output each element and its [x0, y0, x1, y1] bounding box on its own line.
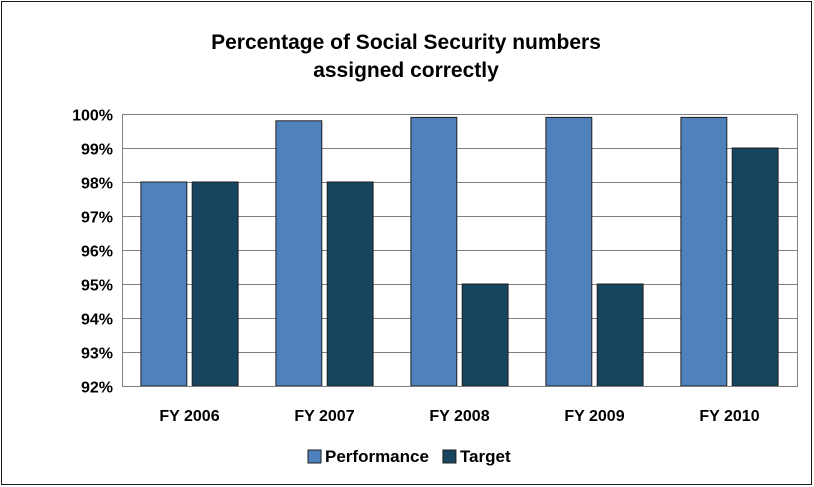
y-tick-label: 94% — [81, 312, 113, 329]
x-tick-label: FY 2006 — [159, 408, 219, 425]
bar-performance — [545, 116, 593, 387]
chart-title: Percentage of Social Security numbers as… — [211, 31, 601, 82]
x-tick-label: FY 2010 — [699, 408, 759, 425]
y-tick-label: 99% — [81, 142, 113, 159]
legend-label-performance: Performance — [325, 447, 429, 466]
y-tick-label: 95% — [81, 278, 113, 295]
bar-performance — [140, 181, 188, 387]
bar-target — [596, 283, 644, 387]
legend-swatch-target — [442, 449, 457, 464]
x-axis-ticks: FY 2006 FY 2007 FY 2008 FY 2009 FY 2010 — [159, 408, 759, 425]
bars — [140, 116, 779, 387]
bar-target — [731, 147, 779, 387]
y-axis-ticks: 92% 93% 94% 95% 96% 97% 98% 99% 100% — [72, 108, 113, 397]
bar-performance — [680, 116, 728, 387]
chart-title-line-2: assigned correctly — [313, 59, 499, 82]
bar-performance — [410, 116, 458, 387]
legend-label-target: Target — [460, 447, 511, 466]
y-tick-label: 100% — [72, 108, 113, 125]
legend-swatch-performance — [307, 449, 322, 464]
bar-target — [461, 283, 509, 387]
x-tick-label: FY 2008 — [429, 408, 489, 425]
bar-target — [326, 181, 374, 387]
plot-area-border — [122, 114, 798, 387]
x-tick-label: FY 2009 — [564, 408, 624, 425]
y-tick-label: 97% — [81, 210, 113, 227]
legend: Performance Target — [307, 447, 511, 466]
bar-performance — [275, 120, 323, 387]
x-tick-label: FY 2007 — [294, 408, 354, 425]
y-tick-label: 98% — [81, 176, 113, 193]
y-tick-label: 96% — [81, 244, 113, 261]
y-tick-label: 92% — [81, 380, 113, 397]
chart-title-line-1: Percentage of Social Security numbers — [211, 31, 601, 54]
y-tick-label: 93% — [81, 346, 113, 363]
bar-target — [191, 181, 239, 387]
